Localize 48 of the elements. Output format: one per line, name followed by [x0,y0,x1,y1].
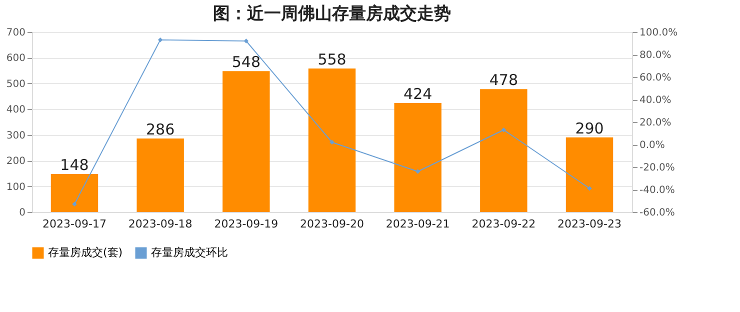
bar [136,138,184,212]
x-tick-label: 2023-09-22 [472,218,536,230]
chart-title: 图：近一周佛山存量房成交走势 [213,4,451,24]
bar [566,137,614,212]
x-tick-label: 2023-09-19 [214,218,278,230]
y2-tick-label: 80.0% [640,50,672,61]
legend-label: 存量房成交(套) [48,246,123,259]
data-label: 558 [318,50,346,69]
y2-tick-label: -60.0% [640,208,675,218]
point [158,38,163,42]
point [72,202,77,206]
bar [308,68,356,212]
data-label: 286 [146,120,175,138]
data-label: 424 [404,84,432,103]
y-tick-label: 100 [6,182,26,193]
y2-tick-label: -20.0% [640,162,675,174]
point [415,169,420,174]
data-label: 290 [575,119,604,138]
point [330,140,334,145]
y2-tick-label: -40.0% [640,185,675,196]
point [501,128,506,132]
x-tick-label: 2023-09-20 [300,218,364,230]
x-tick-label: 2023-09-23 [558,218,622,230]
y-tick-label: 500 [6,78,26,90]
y2-tick-label: 20.0% [640,118,672,128]
x-tick-label: 2023-09-17 [42,218,106,230]
x-tick-label: 2023-09-18 [128,218,192,230]
y-tick-label: 200 [6,156,26,168]
legend-label: 存量房成交环比 [151,246,228,259]
data-label: 148 [60,156,89,174]
data-label: 478 [489,71,518,90]
bar [480,89,528,212]
y2-tick-label: 40.0% [640,95,672,106]
y-tick-label: 600 [6,53,26,64]
bar [394,102,442,212]
y-tick-label: 0 [19,208,26,218]
y2-tick-label: 0.0% [640,140,665,151]
y2-tick-label: 60.0% [640,72,672,84]
bar [50,174,98,212]
y-tick-label: 400 [6,104,26,116]
data-label: 548 [232,53,260,72]
point [244,38,249,44]
y2-tick-label: 100.0% [640,28,678,38]
bar [222,71,270,212]
point [587,186,592,191]
x-tick-label: 2023-09-21 [386,218,450,230]
y-tick-label: 700 [6,28,26,38]
y-tick-label: 300 [6,130,26,142]
